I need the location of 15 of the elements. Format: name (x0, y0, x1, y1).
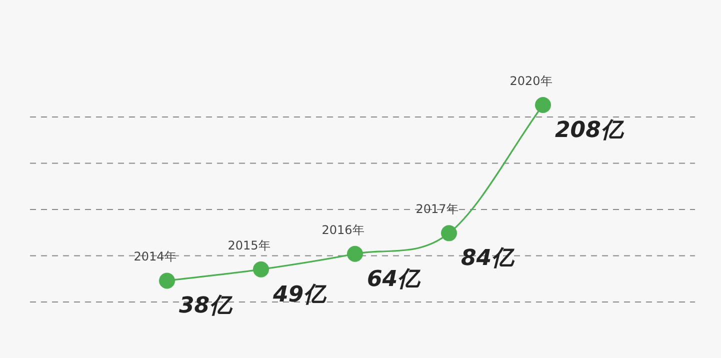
point (159, 272, 175, 289)
data-label: 64亿 (367, 266, 422, 292)
point (441, 225, 457, 242)
data-label: 49亿 (272, 282, 328, 308)
x-tick-label: 2016年 (322, 222, 364, 237)
data-label: 208亿 (555, 118, 625, 143)
x-tick-label: 2015年 (228, 238, 270, 252)
point (347, 246, 363, 262)
point (535, 97, 551, 113)
x-tick-label: 2017年 (416, 202, 458, 216)
data-label: 84亿 (461, 246, 516, 272)
point (253, 261, 269, 278)
x-tick-label: 2020年 (510, 74, 552, 88)
data-label: 38亿 (179, 294, 234, 319)
x-tick-label: 2014年 (134, 250, 176, 264)
